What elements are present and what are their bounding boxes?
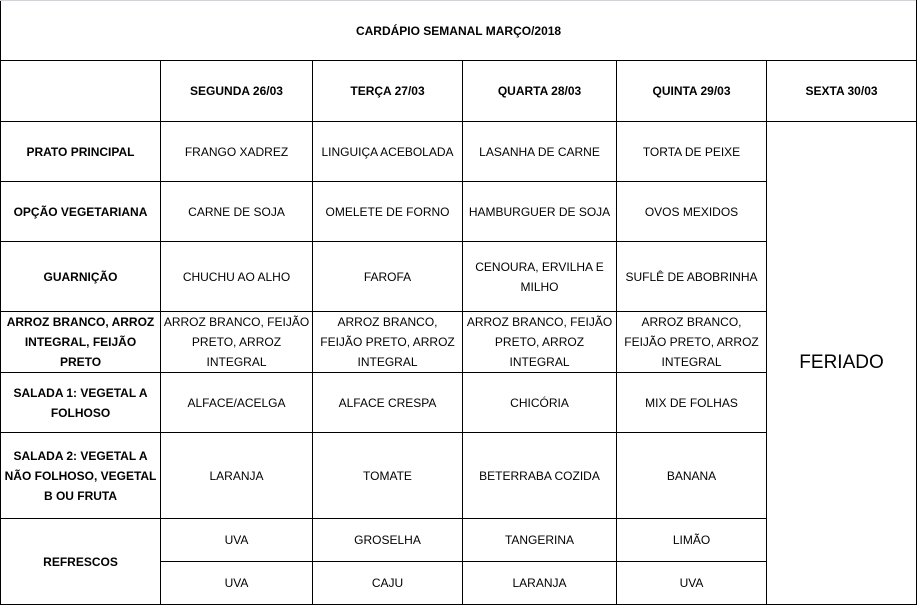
day-header: QUINTA 29/03 [616,60,767,122]
holiday-cell: FERIADO [765,121,917,605]
menu-cell: ARROZ BRANCO, FEIJÃO PRETO, ARROZ INTEGR… [312,311,463,373]
menu-cell: ARROZ BRANCO, FEIJÃO PRETO, ARROZ INTEGR… [160,311,313,373]
menu-cell: SUFLÊ DE ABOBRINHA [616,241,767,312]
day-header: TERÇA 27/03 [312,60,463,122]
menu-cell: CHICÓRIA [462,372,617,433]
row-label: ARROZ BRANCO, ARROZ INTEGRAL, FEIJÃO PRE… [0,311,161,373]
row-label: OPÇÃO VEGETARIANA [0,181,161,242]
menu-cell: LARANJA [160,432,313,519]
menu-cell: LASANHA DE CARNE [462,121,617,182]
menu-cell: ALFACE CRESPA [312,372,463,433]
menu-cell: LIMÃO [616,518,767,562]
menu-cell: UVA [160,518,313,562]
menu-cell: FRANGO XADREZ [160,121,313,182]
menu-cell: TANGERINA [462,518,617,562]
menu-title: CARDÁPIO SEMANAL MARÇO/2018 [0,0,917,61]
menu-cell: CARNE DE SOJA [160,181,313,242]
day-header: QUARTA 28/03 [462,60,617,122]
row-label: GUARNIÇÃO [0,241,161,312]
menu-cell: BANANA [616,432,767,519]
day-header: SEXTA 30/03 [765,60,917,122]
menu-cell: UVA [616,561,767,605]
menu-cell: CENOURA, ERVILHA E MILHO [462,241,617,312]
row-label: SALADA 1: VEGETAL A FOLHOSO [0,372,161,433]
menu-cell: UVA [160,561,313,605]
menu-cell: OVOS MEXIDOS [616,181,767,242]
row-label-refrescos: REFRESCOS [0,518,161,605]
menu-cell: CHUCHU AO ALHO [160,241,313,312]
corner-cell [0,60,161,122]
menu-cell: HAMBURGUER DE SOJA [462,181,617,242]
day-header: SEGUNDA 26/03 [160,60,313,122]
menu-cell: LINGUIÇA ACEBOLADA [312,121,463,182]
menu-cell: CAJU [312,561,463,605]
menu-cell: ALFACE/ACELGA [160,372,313,433]
menu-cell: OMELETE DE FORNO [312,181,463,242]
menu-cell: ARROZ BRANCO, FEIJÃO PRETO, ARROZ INTEGR… [616,311,767,373]
row-label: PRATO PRINCIPAL [0,121,161,182]
menu-cell: TOMATE [312,432,463,519]
menu-cell: ARROZ BRANCO, FEIJÃO PRETO, ARROZ INTEGR… [462,311,617,373]
menu-cell: MIX DE FOLHAS [616,372,767,433]
menu-cell: BETERRABA COZIDA [462,432,617,519]
menu-cell: GROSELHA [312,518,463,562]
menu-cell: TORTA DE PEIXE [616,121,767,182]
menu-cell: FAROFA [312,241,463,312]
row-label: SALADA 2: VEGETAL A NÃO FOLHOSO, VEGETAL… [0,432,161,519]
menu-cell: LARANJA [462,561,617,605]
